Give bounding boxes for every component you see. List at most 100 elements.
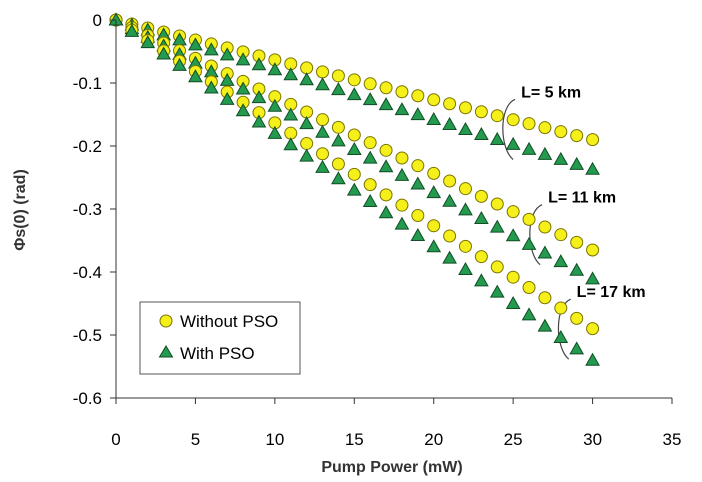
annotation-label: L= 5 km <box>521 84 581 101</box>
annotation-labels: L= 5 km L= 11 km L= 17 km <box>521 84 646 301</box>
annotation-label: L= 17 km <box>577 284 646 301</box>
data-point-circle <box>522 117 536 131</box>
data-point-circle <box>586 322 600 336</box>
data-point-triangle <box>331 133 346 147</box>
data-point-triangle <box>394 216 410 230</box>
data-point-triangle <box>299 148 314 162</box>
legend: Without PSO With PSO <box>139 301 301 375</box>
data-point-circle <box>554 301 568 315</box>
data-point-triangle <box>553 330 569 344</box>
data-point-triangle <box>442 250 457 264</box>
data-point-triangle <box>410 107 426 121</box>
data-point-circle <box>443 229 457 243</box>
data-point-circle <box>379 143 393 157</box>
y-tick-label: -0.6 <box>73 389 102 408</box>
data-point-triangle <box>315 77 330 91</box>
data-point-circle <box>363 77 377 91</box>
data-point-circle <box>379 81 393 95</box>
data-point-triangle <box>283 137 299 151</box>
data-point-triangle <box>505 295 521 309</box>
data-point-triangle <box>553 254 569 268</box>
data-point-triangle <box>426 185 442 199</box>
data-point-circle <box>347 73 361 87</box>
data-point-triangle <box>569 156 585 170</box>
data-point-triangle <box>394 102 410 116</box>
data-point-triangle <box>378 159 394 173</box>
data-point-circle <box>490 197 504 211</box>
data-point-triangle <box>489 219 505 233</box>
data-point-circle <box>331 120 345 134</box>
series-6 <box>108 12 600 366</box>
x-tick-label: 35 <box>663 430 682 449</box>
data-point-circle <box>570 235 584 249</box>
data-point-triangle <box>585 352 600 366</box>
legend-box <box>139 301 301 375</box>
data-point-triangle <box>331 171 346 185</box>
data-point-triangle <box>267 62 283 76</box>
data-point-triangle <box>346 87 362 101</box>
data-point-triangle <box>267 98 283 112</box>
data-point-triangle <box>235 103 251 117</box>
data-point-circle <box>474 105 488 119</box>
data-point-triangle <box>426 112 442 126</box>
data-point-circle <box>411 159 425 173</box>
data-point-triangle <box>474 210 489 225</box>
data-point-circle <box>300 136 314 150</box>
data-point-triangle <box>140 35 156 49</box>
annotation-brace <box>529 204 543 266</box>
data-point-triangle <box>362 193 378 207</box>
data-point-triangle <box>426 239 442 253</box>
annotation-brace <box>502 98 516 160</box>
data-point-circle <box>586 133 600 147</box>
data-point-triangle <box>219 47 235 61</box>
x-axis-title: Pump Power (mW) <box>321 459 462 476</box>
x-tick-label: 20 <box>424 430 443 449</box>
y-tick-label: -0.4 <box>73 263 102 282</box>
data-point-circle <box>316 65 330 79</box>
data-point-circle <box>395 198 409 212</box>
data-point-triangle <box>156 46 172 60</box>
data-point-circle <box>331 69 345 83</box>
data-point-triangle <box>219 72 235 86</box>
data-point-circle <box>506 270 520 284</box>
data-point-circle <box>347 128 361 142</box>
y-tick-label: -0.2 <box>73 137 102 156</box>
data-point-circle <box>506 113 520 127</box>
data-point-circle <box>490 109 504 123</box>
data-point-triangle <box>521 307 537 321</box>
data-point-circle <box>363 136 377 150</box>
data-point-triangle <box>378 97 394 111</box>
data-point-triangle <box>124 23 140 37</box>
data-point-triangle <box>251 57 267 71</box>
data-point-triangle <box>458 202 473 216</box>
data-point-triangle <box>521 141 537 155</box>
data-point-triangle <box>299 72 314 86</box>
legend-label-without-pso: Without PSO <box>180 312 278 331</box>
data-point-circle <box>458 182 472 196</box>
data-point-triangle <box>188 69 203 83</box>
data-point-triangle <box>346 141 362 155</box>
data-point-triangle <box>489 131 505 145</box>
data-point-circle <box>363 178 377 192</box>
data-point-triangle <box>235 81 251 95</box>
series-5 <box>109 13 600 336</box>
legend-label-with-pso: With PSO <box>180 344 255 363</box>
data-point-circle <box>411 89 425 103</box>
data-point-circle <box>554 125 568 139</box>
data-point-circle <box>316 113 330 127</box>
data-point-circle <box>427 166 441 180</box>
data-point-triangle <box>505 228 521 242</box>
data-point-circle <box>443 97 457 111</box>
x-tick-label: 0 <box>111 430 120 449</box>
data-point-triangle <box>410 176 426 190</box>
data-point-triangle <box>474 126 489 140</box>
data-point-circle <box>443 174 457 188</box>
series-layer <box>108 12 600 366</box>
data-point-triangle <box>362 150 378 164</box>
data-point-circle <box>586 243 600 257</box>
data-point-circle <box>474 250 488 264</box>
data-point-triangle <box>315 159 330 173</box>
data-point-triangle <box>537 146 553 160</box>
data-point-circle <box>490 260 504 274</box>
